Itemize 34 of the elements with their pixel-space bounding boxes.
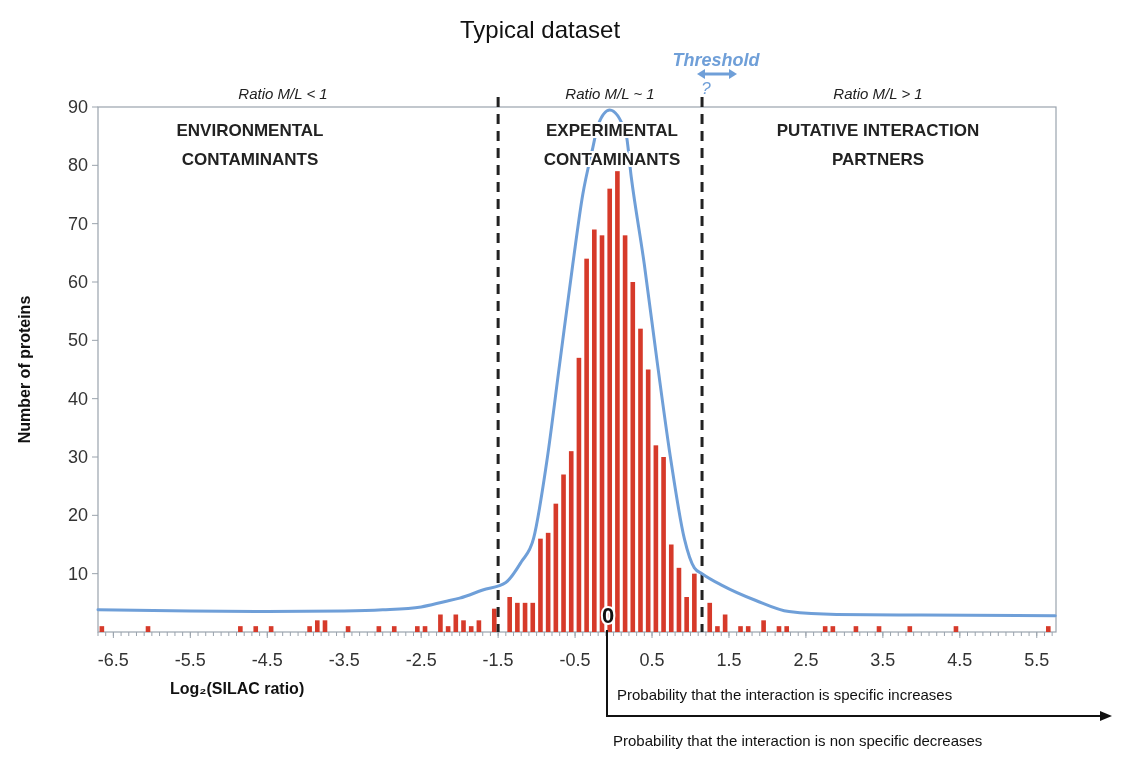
y-tick-label: 80 <box>67 155 88 176</box>
y-tick-label: 30 <box>67 447 88 467</box>
text: ? <box>701 79 712 98</box>
text: Threshold <box>672 50 761 70</box>
x-tick-label: 2.5 <box>793 650 819 670</box>
x-tick-label: -0.5 <box>559 650 591 670</box>
x-tick-label: -4.5 <box>251 650 283 670</box>
x-tick-label: -1.5 <box>482 650 514 670</box>
x-tick-label: 1.5 <box>716 650 742 670</box>
x-tick-label: 0.5 <box>639 650 665 670</box>
x-tick-label: 3.5 <box>870 650 896 670</box>
x-axis-title: Log₂(SILAC ratio) <box>170 680 305 697</box>
text: Ratio M/L < 1 <box>238 85 328 102</box>
text: Ratio M/L ~ 1 <box>565 85 655 102</box>
y-tick-label: 40 <box>67 388 88 409</box>
y-tick-label: 50 <box>67 330 88 351</box>
x-tick-label: -3.5 <box>328 650 360 670</box>
text: Ratio M/L > 1 <box>833 85 923 102</box>
annotation: PUTATIVE INTERACTION PARTNERS <box>776 121 980 169</box>
x-tick-label: 5.5 <box>1024 650 1050 670</box>
x-tick-label: -5.5 <box>174 650 206 670</box>
text: Probability that the interaction is non specific decreases <box>613 732 983 749</box>
annotation: ENVIRONMENTAL CONTAMINANTS <box>176 121 324 169</box>
y-tick-label: 70 <box>67 213 88 234</box>
y-tick-label: 60 <box>67 272 88 292</box>
x-tick-label: -6.5 <box>97 650 129 670</box>
y-tick-label: 20 <box>67 505 88 526</box>
x-tick-label: 4.5 <box>947 650 973 670</box>
y-axis-title: Number of proteins <box>16 295 33 444</box>
text: Probability that the interaction is specific increases <box>617 686 953 703</box>
y-tick-label: 10 <box>67 563 88 584</box>
y-tick-label: 90 <box>67 97 88 117</box>
chart-title: Typical dataset <box>459 16 621 43</box>
x-tick-label: -2.5 <box>405 650 437 670</box>
